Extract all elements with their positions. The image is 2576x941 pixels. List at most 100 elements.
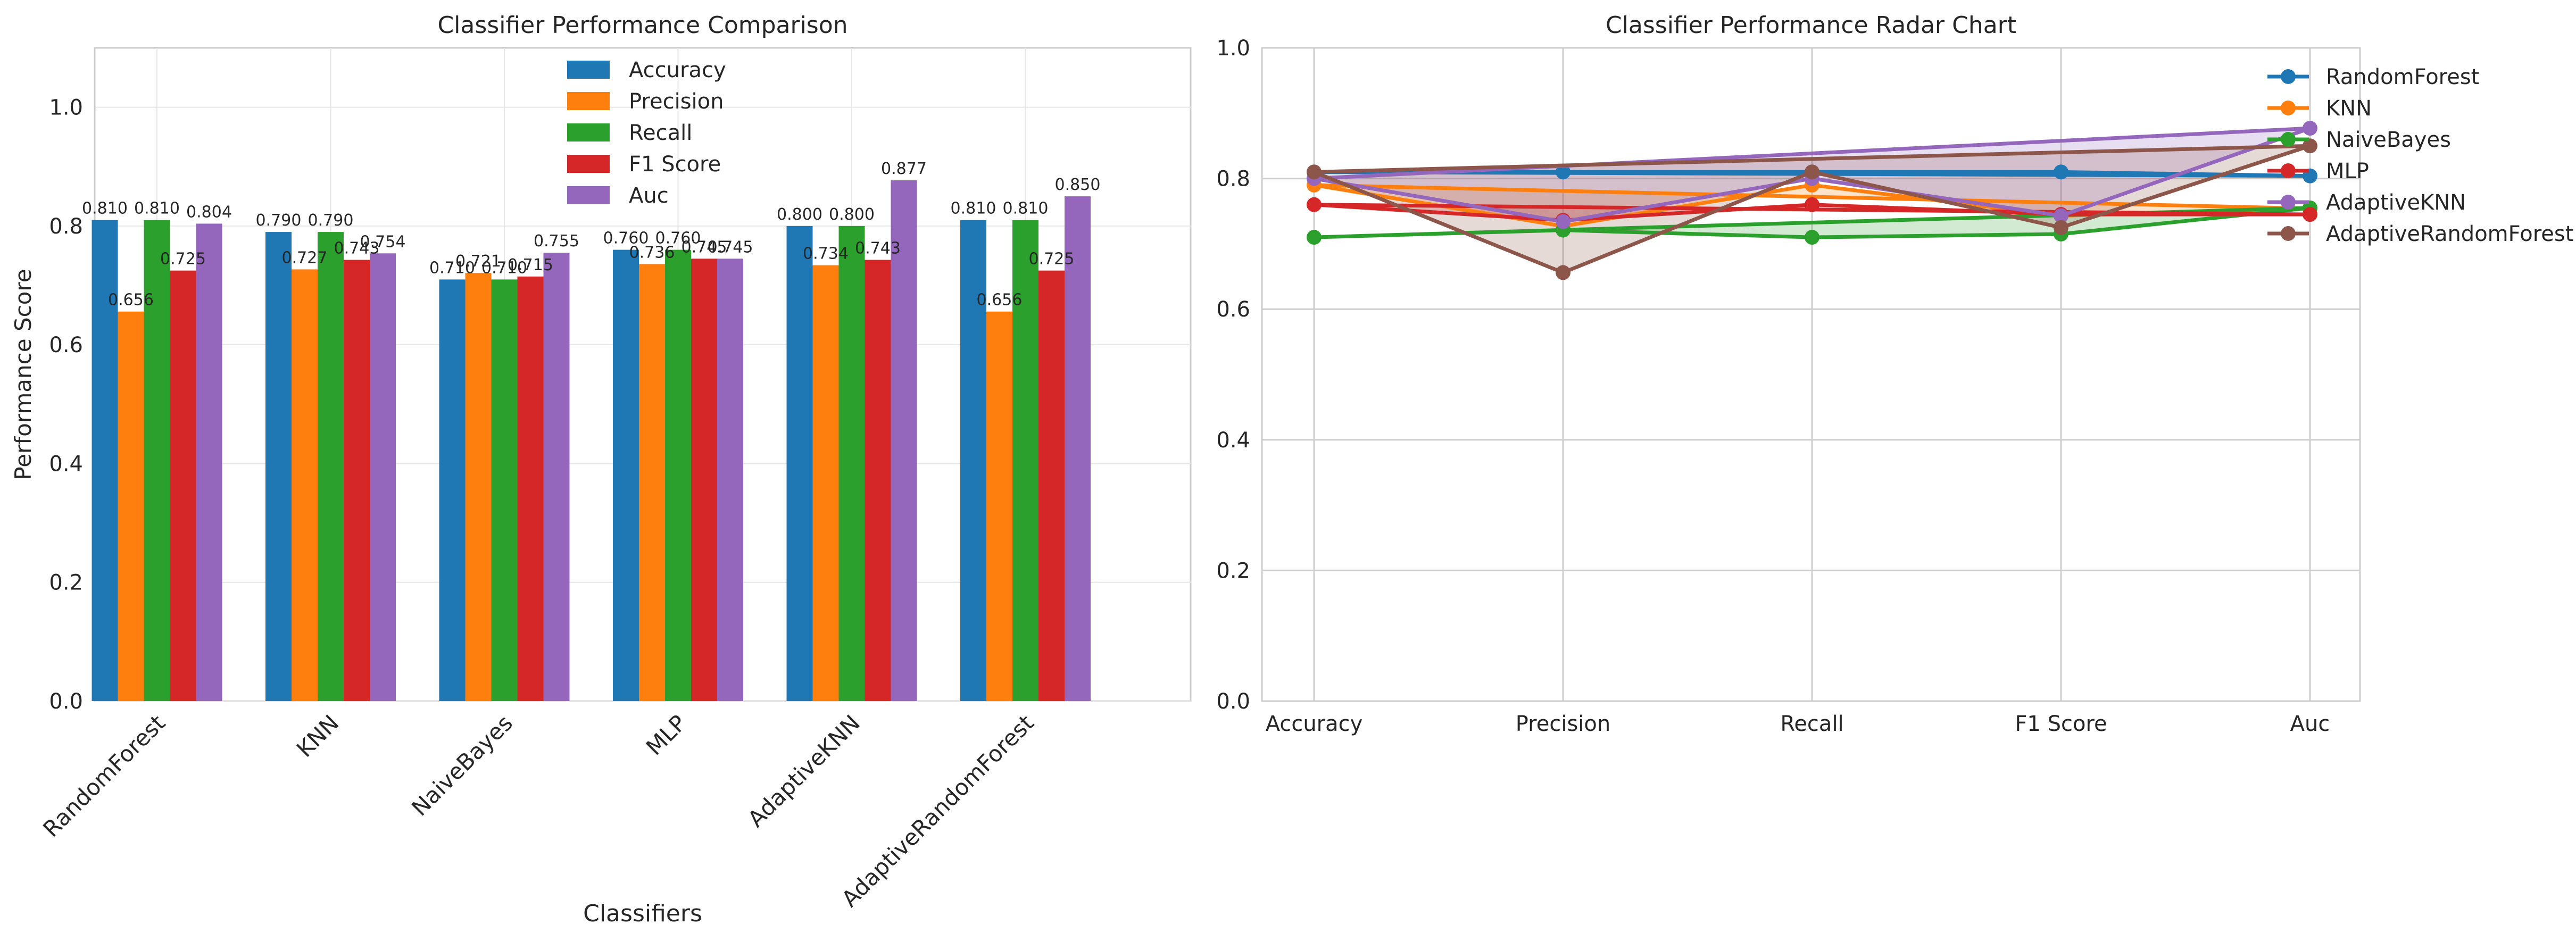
- bar-legend-swatch: [567, 92, 610, 110]
- bar-chart-ylabel: Performance Score: [10, 269, 36, 480]
- radar-x-tick-label: F1 Score: [2015, 712, 2107, 736]
- radar-point: [2303, 207, 2317, 222]
- radar-point: [1556, 214, 1570, 229]
- radar-line: [1313, 144, 2312, 274]
- bar-y-tick-label: 0.2: [49, 571, 83, 595]
- bar-value-labels: 0.810 0.790 0.710 0.760 0.800 0.810 0.656 0.727…: [82, 160, 1100, 310]
- bar-value-label: 0.715: [508, 256, 553, 274]
- radar-legend-marker: [2281, 163, 2296, 178]
- radar-y-tick-label: 1.0: [1216, 36, 1250, 61]
- radar-x-tick-labels: Accuracy Precision Recall F1 Score Auc: [1266, 712, 2330, 736]
- bar-value-label: 0.810: [134, 199, 180, 218]
- bar: [170, 270, 196, 701]
- radar-point: [1307, 230, 1322, 245]
- bar-y-tick-label: 0.6: [49, 333, 83, 357]
- bar: [292, 269, 318, 701]
- radar-legend-label: KNN: [2326, 96, 2372, 121]
- radar-point: [2054, 164, 2068, 180]
- bar: [960, 220, 986, 701]
- radar-line: [1314, 170, 2312, 178]
- bar-value-label: 0.810: [951, 199, 996, 218]
- bar: [786, 226, 813, 702]
- radar-x-tick-label: Precision: [1516, 712, 1610, 736]
- radar-line: [1314, 126, 2312, 224]
- bar-legend-label: Recall: [629, 121, 692, 145]
- radar-point: [1805, 164, 1819, 180]
- radar-legend-marker: [2281, 132, 2296, 147]
- bar-value-label: 0.760: [603, 229, 649, 248]
- radar-y-tick-label: 0.0: [1216, 689, 1250, 714]
- bar-value-label: 0.810: [82, 199, 128, 218]
- radar-y-tick-label: 0.4: [1216, 428, 1250, 453]
- radar-point: [1556, 164, 1570, 180]
- bar: [439, 279, 466, 701]
- bar-legend-swatch: [567, 123, 610, 141]
- bar-y-tick-label: 1.0: [49, 96, 83, 120]
- radar-series: [1307, 121, 2317, 280]
- bar-value-label: 0.736: [629, 243, 675, 262]
- bar-value-label: 0.745: [708, 238, 753, 256]
- bar-value-label: 0.743: [334, 239, 380, 258]
- bar-legend-label: Auc: [629, 184, 669, 208]
- bar-value-label: 0.754: [360, 232, 406, 251]
- radar-y-tick-label: 0.6: [1216, 297, 1250, 322]
- bar-legend-swatch: [567, 186, 610, 204]
- bar: [144, 220, 170, 701]
- bar: [196, 223, 222, 702]
- bar-legend: Accuracy Precision Recall F1 Score Auc: [567, 58, 726, 208]
- bar: [865, 260, 891, 701]
- radar-line: [1314, 203, 2312, 222]
- bar: [986, 311, 1012, 701]
- bar: [543, 253, 570, 701]
- bar: [891, 180, 917, 701]
- bar-legend-label: F1 Score: [629, 152, 721, 177]
- radar-x-tick-label: Auc: [2290, 712, 2330, 736]
- bar: [1065, 196, 1091, 701]
- radar-legend: RandomForest KNN NaiveBayes MLP AdaptiveKNN A…: [2267, 65, 2573, 246]
- bar-value-label: 0.755: [534, 232, 579, 251]
- radar-chart-title: Classifier Performance Radar Chart: [1606, 12, 2016, 39]
- bar-y-tick-labels: 0.0 0.2 0.4 0.6 0.8 1.0: [49, 96, 83, 714]
- bar-legend-label: Precision: [629, 89, 724, 114]
- radar-y-tick-labels: 0.0 0.2 0.4 0.6 0.8 1.0: [1216, 36, 1250, 714]
- bar: [491, 279, 518, 701]
- radar-legend-label: MLP: [2326, 159, 2369, 184]
- radar-point: [1307, 197, 1322, 212]
- bar: [639, 264, 665, 702]
- radar-y-tick-label: 0.2: [1216, 559, 1250, 583]
- radar-gridlines: [1262, 47, 2360, 702]
- bar-value-label: 0.734: [803, 245, 849, 263]
- bar-value-label: 0.656: [977, 291, 1023, 310]
- bar: [691, 259, 717, 701]
- bar-series: [92, 180, 1091, 702]
- radar-legend-marker: [2281, 101, 2296, 115]
- bar: [118, 311, 144, 701]
- bar-value-label: 0.800: [777, 205, 822, 224]
- radar-plot-area: [1261, 47, 2361, 702]
- bar-value-label: 0.725: [160, 250, 206, 269]
- bar-value-label: 0.745: [682, 238, 727, 256]
- radar-legend-marker: [2281, 69, 2296, 84]
- radar-legend-marker: [2281, 195, 2296, 210]
- radar-x-tick-label: Accuracy: [1266, 712, 1363, 736]
- bar: [517, 276, 544, 701]
- radar-point: [2054, 208, 2068, 223]
- bar: [613, 249, 639, 702]
- bar-value-label: 0.800: [829, 205, 875, 224]
- bar-value-label: 0.790: [256, 211, 302, 230]
- bar-value-label: 0.710: [481, 259, 527, 277]
- bar-chart: 0.00.20.40.60.81.0 0.8100.7900.7100.7600…: [10, 12, 1192, 927]
- bar-value-label: 0.760: [655, 229, 701, 248]
- bar-value-label: 0.743: [855, 239, 901, 258]
- bar-y-tick-label: 0.0: [49, 689, 83, 714]
- bar-y-tick-label: 0.8: [49, 214, 83, 239]
- radar-legend-marker: [2281, 226, 2296, 241]
- bar: [265, 232, 292, 701]
- bar-value-label: 0.877: [881, 160, 927, 178]
- radar-y-tick-label: 0.8: [1216, 167, 1250, 191]
- bar: [92, 220, 118, 701]
- bar: [812, 265, 839, 701]
- bar-value-label: 0.727: [282, 248, 328, 267]
- radar-chart: 0.0 0.2 0.4 0.6 0.8 1.0 Accuracy Precision Reca…: [1216, 12, 2573, 736]
